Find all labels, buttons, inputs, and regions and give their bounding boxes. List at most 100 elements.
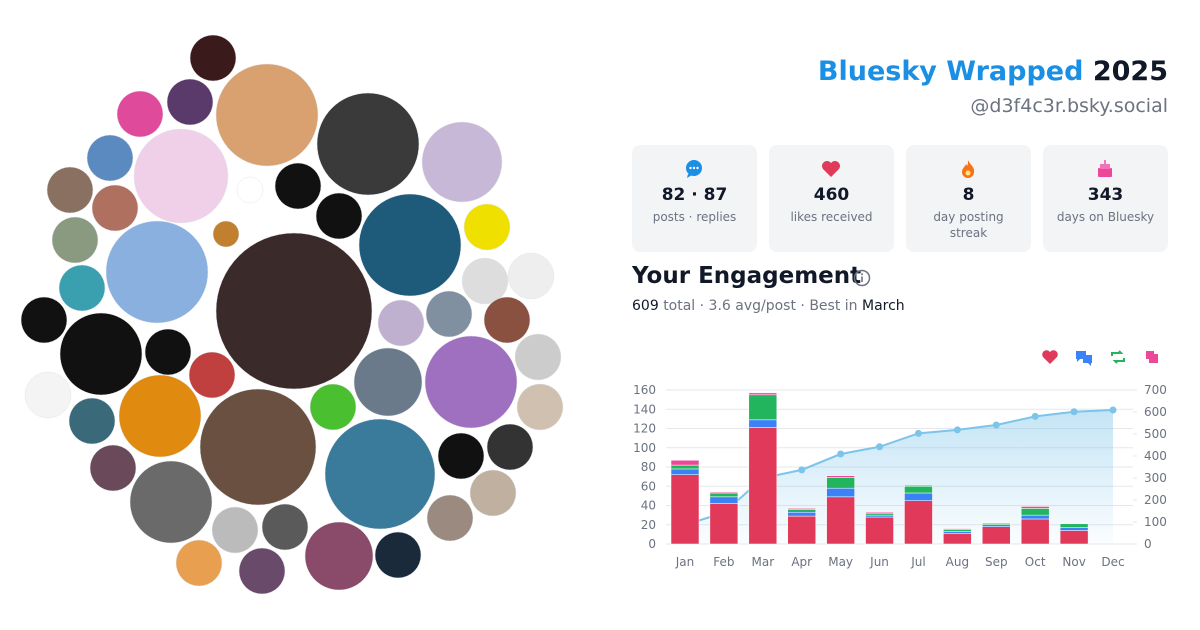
avatar <box>377 299 425 347</box>
point <box>798 466 806 474</box>
x-tick-label: Jan <box>675 555 695 569</box>
avatar-collage <box>20 34 564 595</box>
avatar <box>309 383 357 431</box>
avatar <box>59 312 143 396</box>
legend-shape <box>1076 351 1092 366</box>
y-tick-label: 120 <box>633 422 656 436</box>
avatar <box>129 460 213 544</box>
stat-label: posts · replies <box>652 210 737 224</box>
point <box>992 421 1000 429</box>
bar-segment <box>709 492 739 498</box>
avatar <box>215 63 319 167</box>
stat-value: 82 · 87 <box>661 185 728 205</box>
legend-icon[interactable] <box>1042 350 1058 364</box>
bar-segment <box>865 516 894 545</box>
stat-label: days on Bluesky <box>1056 210 1155 224</box>
stat-card: 8 day posting streak <box>906 145 1031 252</box>
handle: @d3f4c3r.bsky.social <box>970 95 1168 117</box>
avatar <box>46 166 94 214</box>
stat-value: 343 <box>1087 185 1124 205</box>
best-month: March <box>862 298 905 314</box>
bar-segment <box>904 485 933 487</box>
legend-shape <box>1042 350 1058 364</box>
stat-label: likes received <box>790 210 873 224</box>
legend-icon[interactable] <box>1111 350 1125 364</box>
y2-tick-label: 500 <box>1144 427 1167 441</box>
avatar <box>144 328 192 376</box>
y-tick-label: 140 <box>633 402 656 416</box>
bar-segment <box>904 486 933 494</box>
point <box>876 443 884 451</box>
avatar <box>358 193 462 297</box>
avatar <box>189 34 237 82</box>
avatar <box>353 347 423 417</box>
bar-segment <box>1059 523 1089 528</box>
avatar <box>89 444 137 492</box>
avatar <box>421 121 503 203</box>
summary: 609 total · 3.6 avg/post · Best in March <box>632 298 905 314</box>
bar-segment <box>865 511 894 514</box>
bar-segment <box>787 508 816 510</box>
avatar <box>516 383 564 431</box>
stat-label: day posting streak <box>933 210 1004 240</box>
bar-segment <box>709 491 739 494</box>
stat-card: 460 likes received <box>769 145 894 252</box>
icon <box>1098 160 1112 177</box>
avatar <box>68 397 116 445</box>
avatar <box>58 264 106 312</box>
avatar <box>211 506 259 554</box>
avatar <box>463 203 511 251</box>
bar-segment <box>982 522 1011 525</box>
x-tick-label: Sep <box>985 555 1008 569</box>
y-tick-label: 20 <box>641 518 656 532</box>
bar-segment <box>748 392 778 396</box>
avatar <box>238 547 286 595</box>
bar-segment <box>709 496 739 504</box>
avatar <box>424 335 518 429</box>
bar-segment <box>943 528 972 530</box>
bar-segment <box>1020 518 1050 545</box>
legend-icon[interactable] <box>1146 351 1158 363</box>
legend-shape <box>1111 350 1125 364</box>
avatar <box>316 92 420 196</box>
x-tick-label: Nov <box>1062 555 1085 569</box>
bar-segment <box>826 487 855 498</box>
bar-segment <box>826 475 855 478</box>
bar-segment <box>904 492 933 501</box>
x-tick-label: Jun <box>869 555 889 569</box>
avatar <box>483 296 531 344</box>
avatar <box>133 128 229 224</box>
bar-segment <box>1059 530 1089 545</box>
avatar <box>304 521 374 591</box>
section-title: Your Engagement <box>632 263 862 289</box>
bar-segment <box>1059 527 1089 531</box>
y-tick-label: 80 <box>641 460 656 474</box>
x-tick-label: Jul <box>910 555 925 569</box>
y2-tick-label: 400 <box>1144 449 1167 463</box>
legend-icon[interactable] <box>1076 351 1092 366</box>
info-icon[interactable] <box>852 268 872 288</box>
brand: Bluesky Wrapped <box>817 56 1084 87</box>
point <box>1070 408 1078 416</box>
y-tick-label: 160 <box>633 383 656 397</box>
avatar <box>166 78 214 126</box>
avatar <box>469 469 517 517</box>
y2-tick-label: 200 <box>1144 493 1167 507</box>
avatar <box>315 192 363 240</box>
y-tick-label: 100 <box>633 441 656 455</box>
avatar <box>105 220 209 324</box>
y2-tick-label: 0 <box>1144 537 1152 551</box>
bar-segment <box>670 460 700 466</box>
bar-segment <box>943 533 972 545</box>
avatar <box>236 176 264 204</box>
avatar <box>461 257 509 305</box>
point <box>914 429 922 437</box>
avatar <box>199 388 317 506</box>
point <box>953 426 961 434</box>
avatar <box>274 162 322 210</box>
avatar <box>425 290 473 338</box>
avatar <box>91 184 139 232</box>
y2-tick-label: 100 <box>1144 515 1167 529</box>
x-tick-label: Aug <box>946 555 969 569</box>
